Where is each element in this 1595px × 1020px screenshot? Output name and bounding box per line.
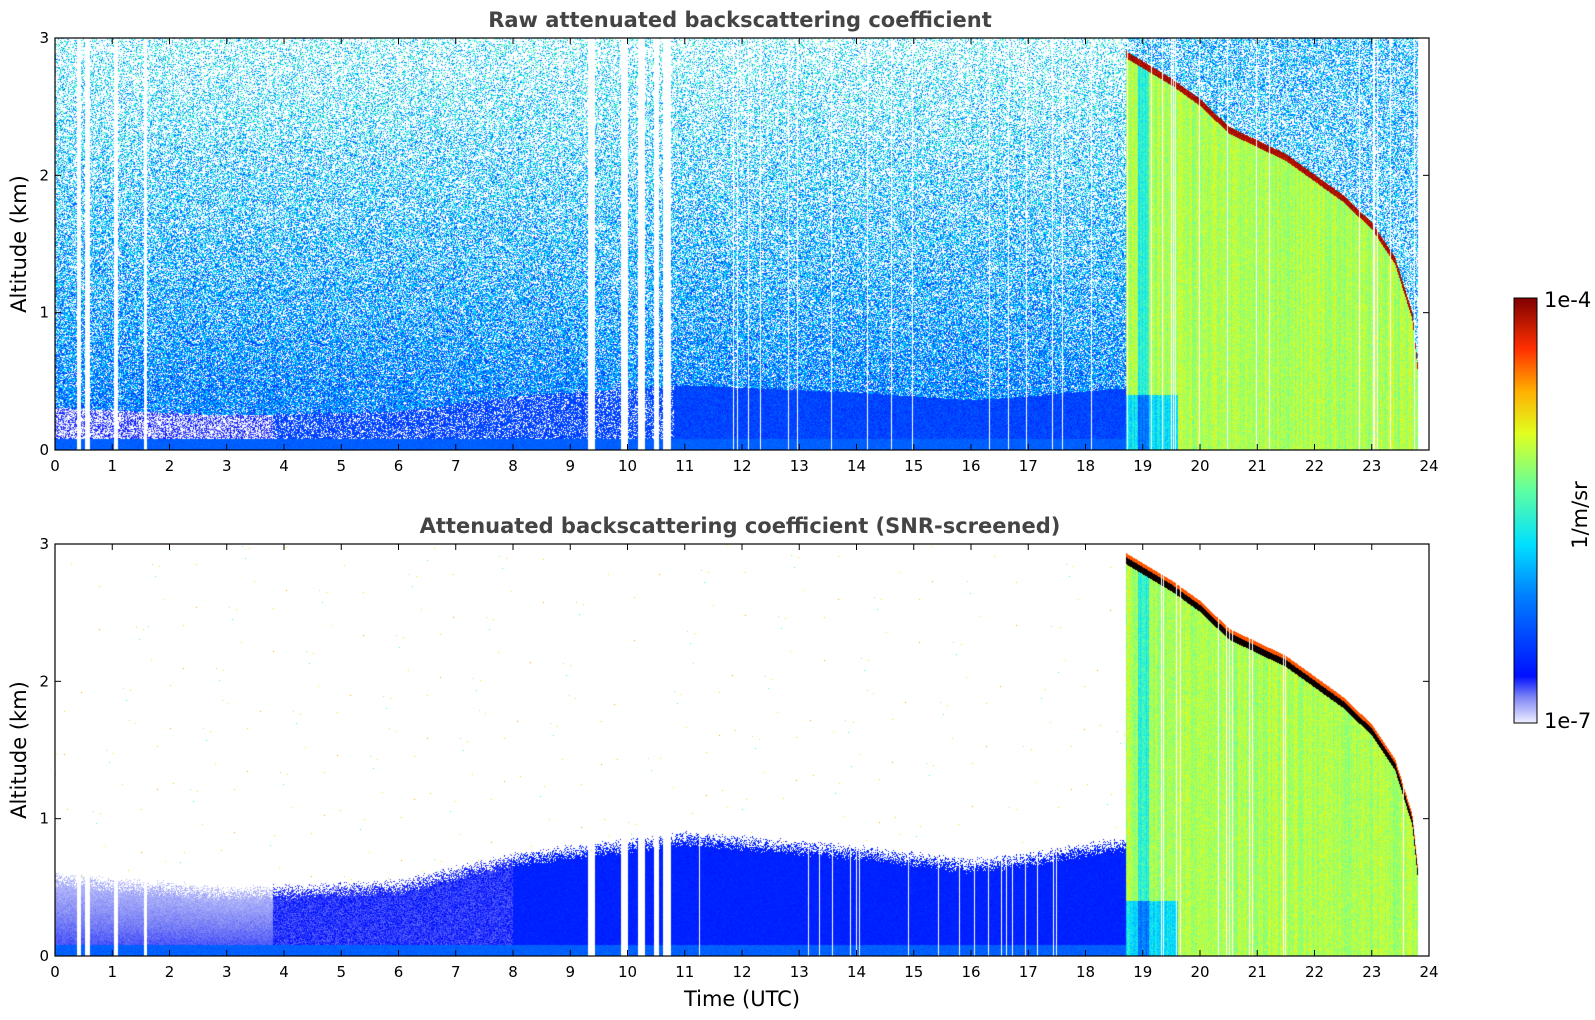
x-tick-label: 0 bbox=[50, 457, 60, 475]
x-tick-label: 2 bbox=[165, 457, 175, 475]
x-tick-label: 16 bbox=[961, 457, 980, 475]
y-tick-label: 0 bbox=[39, 441, 49, 459]
panel2-plot-area bbox=[55, 544, 1429, 956]
x-tick-label: 6 bbox=[394, 457, 404, 475]
x-tick-label: 10 bbox=[618, 457, 637, 475]
x-tick-label: 19 bbox=[1133, 457, 1152, 475]
colorbar: 1e-4 1e-7 1/m/sr bbox=[1513, 288, 1592, 733]
x-tick-label: 3 bbox=[222, 963, 232, 981]
x-tick-label: 14 bbox=[847, 963, 866, 981]
x-tick-label: 11 bbox=[675, 457, 694, 475]
x-tick-label: 15 bbox=[904, 963, 923, 981]
panel1-plot-area bbox=[55, 38, 1429, 450]
x-tick-label: 9 bbox=[565, 457, 575, 475]
x-tick-label: 8 bbox=[508, 963, 518, 981]
x-tick-label: 16 bbox=[961, 963, 980, 981]
x-tick-label: 9 bbox=[565, 963, 575, 981]
x-tick-label: 20 bbox=[1190, 963, 1209, 981]
y-tick-label: 2 bbox=[39, 672, 49, 690]
x-tick-label: 13 bbox=[790, 457, 809, 475]
panel1-title: Raw attenuated backscattering coefficien… bbox=[488, 8, 992, 32]
x-tick-label: 23 bbox=[1362, 457, 1381, 475]
x-tick-label: 13 bbox=[790, 963, 809, 981]
x-tick-label: 22 bbox=[1305, 457, 1324, 475]
x-tick-label: 18 bbox=[1076, 963, 1095, 981]
y-tick-label: 1 bbox=[39, 304, 49, 322]
panel2-title: Attenuated backscattering coefficient (S… bbox=[420, 514, 1061, 538]
screened-backscatter-panel: Attenuated backscattering coefficient (S… bbox=[7, 514, 1439, 1011]
x-tick-label: 18 bbox=[1076, 457, 1095, 475]
x-tick-label: 24 bbox=[1419, 963, 1438, 981]
y-tick-label: 3 bbox=[39, 29, 49, 47]
x-tick-label: 12 bbox=[732, 963, 751, 981]
x-tick-label: 15 bbox=[904, 457, 923, 475]
x-tick-label: 0 bbox=[50, 963, 60, 981]
x-tick-label: 14 bbox=[847, 457, 866, 475]
x-tick-label: 1 bbox=[107, 457, 117, 475]
x-tick-label: 21 bbox=[1248, 457, 1267, 475]
x-tick-label: 17 bbox=[1019, 457, 1038, 475]
x-tick-label: 5 bbox=[336, 963, 346, 981]
colorbar-max-label: 1e-4 bbox=[1544, 288, 1591, 312]
x-tick-label: 7 bbox=[451, 963, 461, 981]
panel1-x-axis: 0 1 2 3 4 5 6 7 8 9 10 11 12 13 14 15 16 17 18 19 20 21 22 23 24 bbox=[50, 38, 1439, 475]
y-tick-label: 2 bbox=[39, 166, 49, 184]
x-tick-label: 10 bbox=[618, 963, 637, 981]
raw-backscatter-panel: Raw attenuated backscattering coefficien… bbox=[7, 8, 1439, 475]
panel2-x-label: Time (UTC) bbox=[683, 987, 800, 1011]
x-tick-label: 4 bbox=[279, 963, 289, 981]
x-tick-label: 11 bbox=[675, 963, 694, 981]
panel2-y-axis: 0 1 2 3 bbox=[39, 535, 1429, 965]
x-tick-label: 22 bbox=[1305, 963, 1324, 981]
x-tick-label: 1 bbox=[107, 963, 117, 981]
x-tick-label: 23 bbox=[1362, 963, 1381, 981]
x-tick-label: 4 bbox=[279, 457, 289, 475]
colorbar-gradient bbox=[1513, 297, 1538, 724]
x-tick-label: 20 bbox=[1190, 457, 1209, 475]
x-tick-label: 6 bbox=[394, 963, 404, 981]
panel2-x-axis: 0 1 2 3 4 5 6 7 8 9 10 11 12 13 14 15 16 17 18 19 20 21 22 23 24 bbox=[50, 544, 1439, 981]
y-tick-label: 3 bbox=[39, 535, 49, 553]
x-tick-label: 21 bbox=[1248, 963, 1267, 981]
x-tick-label: 2 bbox=[165, 963, 175, 981]
panel2-y-label: Altitude (km) bbox=[7, 681, 31, 819]
panel1-y-axis: 0 1 2 3 bbox=[39, 29, 1429, 459]
x-tick-label: 3 bbox=[222, 457, 232, 475]
x-tick-label: 24 bbox=[1419, 457, 1438, 475]
colorbar-min-label: 1e-7 bbox=[1544, 709, 1591, 733]
y-tick-label: 0 bbox=[39, 947, 49, 965]
colorbar-unit-label: 1/m/sr bbox=[1568, 481, 1592, 549]
x-tick-label: 7 bbox=[451, 457, 461, 475]
x-tick-label: 5 bbox=[336, 457, 346, 475]
x-tick-label: 8 bbox=[508, 457, 518, 475]
x-tick-label: 19 bbox=[1133, 963, 1152, 981]
x-tick-label: 12 bbox=[732, 457, 751, 475]
panel1-y-label: Altitude (km) bbox=[7, 175, 31, 313]
x-tick-label: 17 bbox=[1019, 963, 1038, 981]
y-tick-label: 1 bbox=[39, 810, 49, 828]
